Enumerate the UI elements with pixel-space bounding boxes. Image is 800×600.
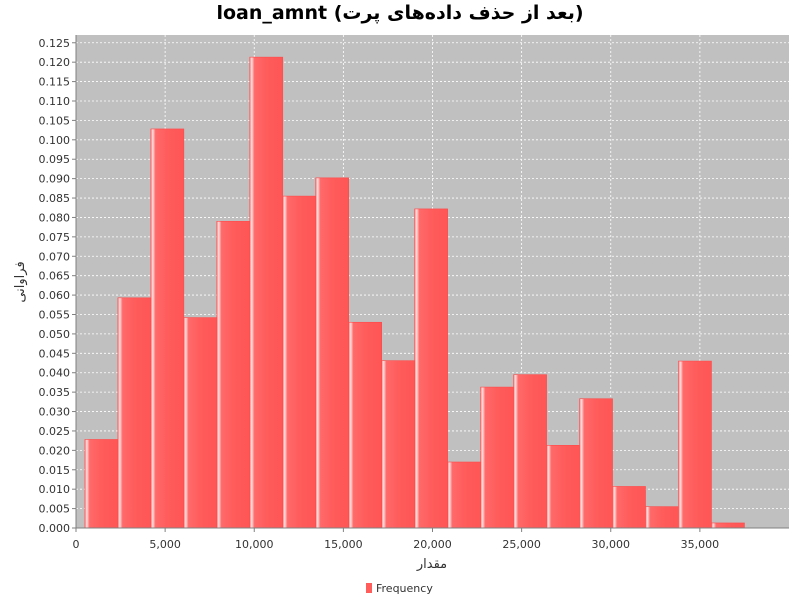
chart-title: loan_amnt (بعد از حذف داده‌های پرت) (216, 2, 584, 24)
y-tick-label: 0.005 (39, 503, 71, 516)
y-tick-label: 0.090 (39, 173, 71, 186)
y-tick-label: 0.015 (39, 464, 71, 477)
histogram-bar-7 (282, 195, 317, 529)
y-tick-label: 0.050 (39, 328, 71, 341)
y-tick-label: 0.105 (39, 114, 71, 127)
histogram-bar-8 (315, 177, 350, 529)
y-tick-label: 0.055 (39, 308, 71, 321)
histogram-bar-18 (645, 506, 679, 529)
y-tick-label: 0.125 (39, 37, 71, 50)
y-tick-label: 0.120 (39, 56, 71, 69)
histogram-bar-2 (117, 297, 152, 529)
y-tick-label: 0.100 (39, 134, 71, 147)
y-tick-label: 0.025 (39, 425, 71, 438)
histogram-bar-11 (414, 208, 448, 529)
histogram-bar-1 (84, 439, 119, 529)
y-tick-label: 0.075 (39, 231, 71, 244)
x-tick-label: 35,000 (681, 538, 720, 551)
x-tick-label: 15,000 (324, 538, 363, 551)
histogram-bar-17 (612, 486, 646, 529)
y-tick-label: 0.040 (39, 367, 71, 380)
histogram-bar-6 (249, 56, 284, 529)
x-tick-label: 5,000 (149, 538, 181, 551)
x-tick-label: 10,000 (235, 538, 274, 551)
histogram-bar-19 (678, 360, 712, 529)
x-tick-label: 20,000 (413, 538, 452, 551)
legend-label: Frequency (376, 582, 433, 595)
histogram-bar-16 (579, 398, 613, 529)
x-tick-label: 0 (73, 538, 80, 551)
y-tick-label: 0.010 (39, 483, 71, 496)
histogram-bar-15 (546, 445, 580, 529)
legend: Frequency (366, 582, 433, 595)
y-tick-label: 0.060 (39, 289, 71, 302)
histogram-bar-12 (447, 461, 481, 529)
legend-swatch (366, 583, 372, 593)
histogram-bar-20 (711, 522, 745, 529)
x-axis-title: مقدار (416, 557, 447, 572)
y-axis-title: فراوانی (13, 261, 28, 302)
bars (84, 56, 745, 529)
histogram-bar-5 (216, 221, 251, 529)
y-tick-label: 0.020 (39, 444, 71, 457)
y-tick-label: 0.070 (39, 250, 71, 263)
y-tick-label: 0.085 (39, 192, 71, 205)
x-tick-label: 25,000 (502, 538, 541, 551)
y-ticks: 0.000 0.005 0.010 0.015 0.020 0.025 0.030 0.035… (39, 37, 76, 535)
y-tick-label: 0.115 (39, 76, 71, 89)
y-tick-label: 0.035 (39, 386, 71, 399)
histogram-bar-10 (381, 360, 415, 529)
y-tick-label: 0.045 (39, 347, 71, 360)
histogram-bar-3 (150, 128, 185, 529)
histogram-bar-13 (480, 386, 514, 529)
histogram-bar-4 (183, 317, 218, 529)
y-tick-label: 0.080 (39, 211, 71, 224)
x-tick-label: 30,000 (592, 538, 631, 551)
y-tick-label: 0.030 (39, 406, 71, 419)
histogram-bar-9 (348, 321, 382, 529)
y-tick-label: 0.065 (39, 270, 71, 283)
y-tick-label: 0.110 (39, 95, 71, 108)
x-ticks: 0 5,000 10,000 15,000 20,000 25,000 30,000 35,0… (73, 528, 720, 551)
y-tick-label: 0.000 (39, 522, 71, 535)
histogram-bar-14 (513, 374, 547, 529)
y-tick-label: 0.095 (39, 153, 71, 166)
